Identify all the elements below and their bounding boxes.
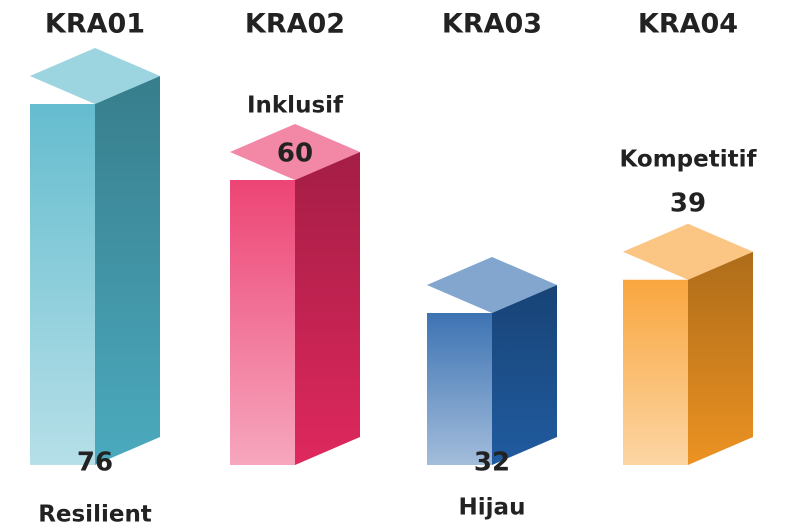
bar-name: Resilient: [38, 502, 152, 528]
category-label: KRA04: [638, 9, 738, 40]
value-label: 76: [77, 448, 113, 478]
bar-side-shade: [95, 76, 160, 465]
bar-highlight: [30, 104, 95, 465]
value-label: 60: [277, 139, 313, 169]
bar-name: Kompetitif: [619, 146, 757, 172]
category-label: KRA02: [245, 9, 345, 40]
bar-highlight: [623, 280, 688, 465]
category-label: KRA01: [45, 9, 145, 40]
value-label: 39: [670, 188, 706, 218]
category-label: KRA03: [442, 9, 542, 40]
bar-name: Inklusif: [247, 93, 344, 119]
bar-highlight: [230, 180, 295, 465]
bar-side-shade: [295, 152, 360, 465]
bar-highlight: [427, 313, 492, 465]
bar-name: Hijau: [459, 495, 526, 521]
bar-side-shade: [492, 285, 557, 465]
bar-side-shade: [688, 252, 753, 465]
chart: KRA01 76 Resilient KRA02 60 Inklusif KRA03 32 Hi…: [0, 0, 792, 531]
value-label: 32: [474, 448, 510, 478]
